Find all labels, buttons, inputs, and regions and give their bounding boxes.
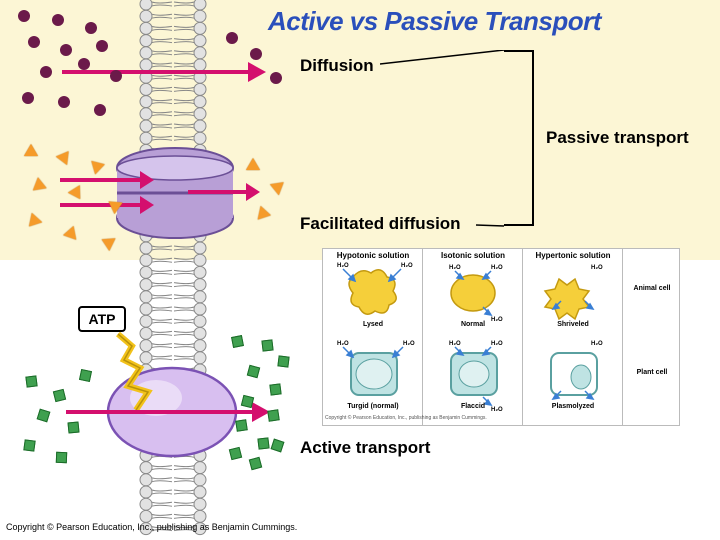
active-particle <box>241 395 254 408</box>
diffusion-particle <box>40 66 52 78</box>
svg-text:H₂O: H₂O <box>337 341 349 347</box>
copyright-text: Copyright © Pearson Education, Inc., pub… <box>6 522 297 532</box>
svg-text:H₂O: H₂O <box>337 263 349 269</box>
facilitated-particle <box>91 158 106 175</box>
turgid-label: Turgid (normal) <box>323 403 423 410</box>
diffusion-particle <box>85 22 97 34</box>
diffusion-particle <box>18 10 30 22</box>
diffusion-particle <box>28 36 40 48</box>
facilitated-particle <box>246 158 260 170</box>
active-particle <box>269 383 281 395</box>
active-particle <box>257 437 269 449</box>
facilitated-particle <box>68 185 86 203</box>
osmosis-panel: Hypotonic solution Isotonic solution Hyp… <box>322 248 680 426</box>
diffusion-particle <box>58 96 70 108</box>
diffusion-particle <box>94 104 106 116</box>
facilitated-particle <box>33 177 49 194</box>
svg-text:H₂O: H₂O <box>401 263 413 269</box>
diffusion-particle <box>60 44 72 56</box>
svg-text:H₂O: H₂O <box>591 341 603 347</box>
diffusion-particle <box>78 58 90 70</box>
diffusion-particle <box>250 48 262 60</box>
active-particle <box>247 365 260 378</box>
diffusion-particle <box>96 40 108 52</box>
active-particle <box>271 439 285 453</box>
svg-text:H₂O: H₂O <box>491 265 503 271</box>
flaccid-label: Flaccid <box>423 403 523 410</box>
facilitated-particle <box>24 213 42 231</box>
svg-text:H₂O: H₂O <box>449 341 461 347</box>
shriveled-label: Shriveled <box>523 321 623 328</box>
normal-label: Normal <box>423 321 523 328</box>
active-particle <box>261 339 273 351</box>
active-particle <box>277 355 289 367</box>
active-particle <box>79 369 92 382</box>
svg-text:H₂O: H₂O <box>449 265 461 271</box>
active-particle <box>53 389 66 402</box>
osmosis-cells: H₂OH₂O H₂OH₂OH₂O H₂O H₂OH₂O H₂OH₂OH₂O H₂… <box>323 249 681 427</box>
plasmolyzed-label: Plasmolyzed <box>523 403 623 410</box>
active-particle <box>37 409 51 423</box>
facilitated-particle <box>108 201 123 214</box>
diffusion-particle <box>52 14 64 26</box>
svg-text:H₂O: H₂O <box>491 341 503 347</box>
active-particle <box>23 439 35 451</box>
active-particle <box>249 457 262 470</box>
active-particle <box>25 375 37 387</box>
facilitated-particle <box>270 177 288 195</box>
lysed-label: Lysed <box>323 321 423 328</box>
diffusion-particle <box>110 70 122 82</box>
sub-copyright: Copyright © Pearson Education, Inc., pub… <box>325 415 487 421</box>
active-particle <box>231 335 244 348</box>
facilitated-particle <box>56 147 74 165</box>
diffusion-particle <box>270 72 282 84</box>
active-particle <box>235 419 248 432</box>
svg-text:H₂O: H₂O <box>403 341 415 347</box>
active-particle <box>56 452 67 463</box>
svg-text:H₂O: H₂O <box>591 265 603 271</box>
active-particle <box>67 421 79 433</box>
diffusion-particle <box>22 92 34 104</box>
facilitated-particle <box>258 206 273 222</box>
facilitated-particle <box>24 144 38 156</box>
active-particle <box>229 447 242 460</box>
active-particle <box>267 409 279 421</box>
diffusion-particle <box>226 32 238 44</box>
facilitated-particle <box>99 233 116 251</box>
facilitated-particle <box>62 226 76 242</box>
